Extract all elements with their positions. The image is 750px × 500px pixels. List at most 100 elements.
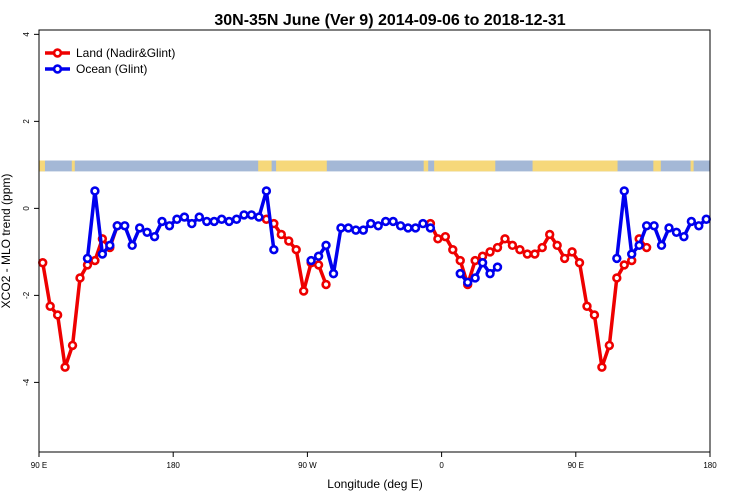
land-point [545,229,555,240]
land-point [612,273,622,283]
land-point [522,249,533,259]
series-layer [38,186,711,372]
land-point [38,258,48,268]
land-point [589,310,600,320]
ocean-point [485,268,495,279]
land-point [567,247,577,257]
ocean-point [462,277,473,288]
plot-frame [38,29,711,453]
land-point [448,245,458,255]
land-band-segment-6 [532,160,618,172]
ocean-point [634,240,644,251]
land-point [276,229,287,240]
land-point [507,240,518,251]
ocean-point [679,231,689,242]
land-point [52,310,63,320]
land-point [619,260,629,270]
land-band-segment-0 [39,160,45,172]
ocean-point [641,221,652,231]
land-ocean-band [39,160,710,172]
legend: Land (Nadir&Glint) Ocean (Glint) [45,46,175,76]
ocean-point [328,268,339,279]
land-band-segment-7 [653,160,661,172]
land-point [433,234,443,244]
ocean-point [395,221,406,231]
ocean-point [105,240,115,251]
ocean-point [187,218,197,229]
ocean-point [127,240,137,251]
ocean-point [351,225,361,235]
land-point [582,301,592,311]
ocean-point [373,221,383,231]
x-axis-label: Longitude (deg E) [327,477,422,491]
x-tick-label: 90 E [568,461,584,470]
x-tick-label: 90 W [298,461,317,470]
ocean-point [358,225,369,235]
ocean-point [313,251,324,261]
ocean-point [246,210,257,220]
land-band-segment-8 [690,160,694,172]
ocean-point [366,218,376,229]
land-point [500,234,510,244]
ocean-point [418,218,428,229]
y-axis: -4 -2 0 2 4 [22,32,39,386]
ocean-point [336,223,346,233]
land-point [515,245,525,255]
land-point [440,231,451,242]
ocean-point [82,253,93,264]
land-point [485,247,495,257]
ocean-point [172,214,182,224]
land-point [75,273,85,283]
ocean-point [149,231,160,242]
ocean-point [142,227,152,237]
ocean-point [388,216,398,227]
x-tick-label: 90 E [31,461,47,470]
legend-ocean-label: Ocean (Glint) [76,62,147,76]
ocean-point [224,216,234,227]
land-point [313,260,324,270]
ocean-point [649,221,659,231]
land-point [552,240,562,251]
ocean-point [686,216,697,227]
land-point [321,279,331,290]
land-band-segment-4 [423,160,429,172]
ocean-point [216,214,227,224]
ocean-point [656,240,667,251]
land-point [530,249,540,259]
ocean-point [120,221,130,231]
ocean-point [664,223,674,233]
ocean-point [239,210,249,220]
land-point [284,236,294,246]
ocean-point [164,221,175,231]
ocean-point [90,186,100,196]
land-band-segment-1 [71,160,75,172]
land-point [574,258,585,268]
ocean-point [694,221,704,231]
y-tick-label: -4 [22,378,31,386]
ocean-point [261,186,272,196]
ocean-point [306,255,316,266]
land-band-segment-5 [434,160,496,172]
ocean-point [410,223,421,233]
ocean-point [231,214,242,224]
x-tick-label: 180 [167,461,181,470]
land-point [90,255,100,266]
ocean-band [39,160,710,172]
ocean-point [492,262,503,272]
ocean-point [179,212,190,222]
land-point [492,242,503,253]
ocean-point [209,216,219,227]
ocean-point [202,216,212,227]
ocean-point [619,186,629,196]
x-axis: 90 E 180 90 W 0 90 E 180 [31,452,717,470]
ocean-point [701,214,711,224]
land-band-segment-3 [276,160,327,172]
ocean-point [455,268,465,279]
ocean-point [380,216,391,227]
y-tick-label: -2 [22,291,31,299]
ocean-point [470,273,480,283]
land-point [455,255,465,266]
ocean-point [671,227,682,237]
ocean-point [112,221,122,231]
